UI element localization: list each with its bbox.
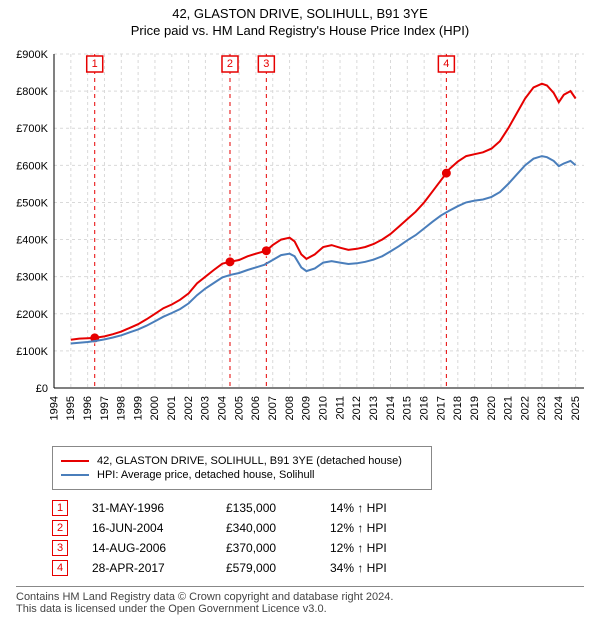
- svg-text:2021: 2021: [503, 396, 515, 420]
- svg-text:1999: 1999: [132, 396, 144, 420]
- event-number-box: 3: [52, 540, 68, 556]
- event-hpi-pct: 12% ↑ HPI: [330, 521, 420, 535]
- event-price: £340,000: [226, 521, 306, 535]
- legend-item: HPI: Average price, detached house, Soli…: [61, 469, 423, 481]
- svg-text:2010: 2010: [318, 396, 330, 420]
- svg-text:1998: 1998: [116, 396, 128, 420]
- event-date: 16-JUN-2004: [92, 521, 202, 535]
- svg-text:2013: 2013: [368, 396, 380, 420]
- svg-text:2004: 2004: [217, 396, 229, 420]
- svg-text:£0: £0: [36, 383, 48, 395]
- events-row: 2 16-JUN-2004 £340,000 12% ↑ HPI: [52, 520, 600, 536]
- svg-text:2023: 2023: [536, 396, 548, 420]
- svg-text:2008: 2008: [284, 396, 296, 420]
- svg-text:£300K: £300K: [16, 272, 48, 284]
- svg-text:3: 3: [263, 58, 269, 70]
- svg-text:2014: 2014: [385, 396, 397, 420]
- svg-text:£200K: £200K: [16, 309, 48, 321]
- event-hpi-pct: 14% ↑ HPI: [330, 501, 420, 515]
- legend-swatch: [61, 460, 89, 462]
- footer: Contains HM Land Registry data © Crown c…: [16, 586, 584, 625]
- svg-text:£700K: £700K: [16, 123, 48, 135]
- events-row: 4 28-APR-2017 £579,000 34% ↑ HPI: [52, 560, 600, 576]
- event-date: 28-APR-2017: [92, 561, 202, 575]
- svg-text:£900K: £900K: [16, 49, 48, 61]
- svg-text:2: 2: [227, 58, 233, 70]
- event-date: 31-MAY-1996: [92, 501, 202, 515]
- svg-text:2025: 2025: [570, 396, 582, 420]
- svg-text:2018: 2018: [452, 396, 464, 420]
- footer-line: Contains HM Land Registry data © Crown c…: [16, 591, 584, 603]
- svg-text:2015: 2015: [402, 396, 414, 420]
- event-number-box: 1: [52, 500, 68, 516]
- line-chart: £0 £100K £200K £300K £400K £500K £600K £700K £80…: [0, 38, 600, 438]
- svg-text:4: 4: [443, 58, 449, 70]
- chart-area: £0 £100K £200K £300K £400K £500K £600K £700K £80…: [0, 38, 600, 438]
- svg-text:2000: 2000: [149, 396, 161, 420]
- events-row: 1 31-MAY-1996 £135,000 14% ↑ HPI: [52, 500, 600, 516]
- event-price: £579,000: [226, 561, 306, 575]
- event-number-box: 4: [52, 560, 68, 576]
- svg-text:1997: 1997: [99, 396, 111, 420]
- legend-label: 42, GLASTON DRIVE, SOLIHULL, B91 3YE (de…: [97, 455, 402, 467]
- legend: 42, GLASTON DRIVE, SOLIHULL, B91 3YE (de…: [52, 446, 432, 490]
- event-price: £135,000: [226, 501, 306, 515]
- title-block: 42, GLASTON DRIVE, SOLIHULL, B91 3YE Pri…: [0, 0, 600, 38]
- chart-container: 42, GLASTON DRIVE, SOLIHULL, B91 3YE Pri…: [0, 0, 600, 625]
- svg-text:2006: 2006: [250, 396, 262, 420]
- event-number-box: 2: [52, 520, 68, 536]
- svg-text:2011: 2011: [334, 396, 346, 420]
- svg-text:£100K: £100K: [16, 346, 48, 358]
- svg-text:2016: 2016: [418, 396, 430, 420]
- title-subtitle: Price paid vs. HM Land Registry's House …: [0, 23, 600, 38]
- svg-text:£600K: £600K: [16, 160, 48, 172]
- legend-item: 42, GLASTON DRIVE, SOLIHULL, B91 3YE (de…: [61, 455, 423, 467]
- svg-text:2012: 2012: [351, 396, 363, 420]
- svg-text:2009: 2009: [301, 396, 313, 420]
- event-hpi-pct: 34% ↑ HPI: [330, 561, 420, 575]
- event-date: 14-AUG-2006: [92, 541, 202, 555]
- svg-text:£500K: £500K: [16, 197, 48, 209]
- svg-text:2022: 2022: [519, 396, 531, 420]
- svg-text:2020: 2020: [486, 396, 498, 420]
- svg-text:1: 1: [92, 58, 98, 70]
- events-row: 3 14-AUG-2006 £370,000 12% ↑ HPI: [52, 540, 600, 556]
- svg-text:£400K: £400K: [16, 235, 48, 247]
- svg-text:2024: 2024: [553, 396, 565, 420]
- svg-text:£800K: £800K: [16, 86, 48, 98]
- events-table: 1 31-MAY-1996 £135,000 14% ↑ HPI 2 16-JUN-200…: [52, 500, 600, 576]
- svg-text:2002: 2002: [183, 396, 195, 420]
- svg-text:2003: 2003: [200, 396, 212, 420]
- svg-text:1995: 1995: [65, 396, 77, 420]
- svg-text:2017: 2017: [435, 396, 447, 420]
- event-price: £370,000: [226, 541, 306, 555]
- title-address: 42, GLASTON DRIVE, SOLIHULL, B91 3YE: [0, 6, 600, 21]
- svg-text:2005: 2005: [233, 396, 245, 420]
- svg-text:2019: 2019: [469, 396, 481, 420]
- event-hpi-pct: 12% ↑ HPI: [330, 541, 420, 555]
- legend-swatch: [61, 474, 89, 476]
- svg-text:2001: 2001: [166, 396, 178, 420]
- svg-text:1996: 1996: [82, 396, 94, 420]
- svg-text:1994: 1994: [48, 396, 60, 420]
- footer-line: This data is licensed under the Open Gov…: [16, 603, 584, 615]
- svg-text:2007: 2007: [267, 396, 279, 420]
- legend-label: HPI: Average price, detached house, Soli…: [97, 469, 315, 481]
